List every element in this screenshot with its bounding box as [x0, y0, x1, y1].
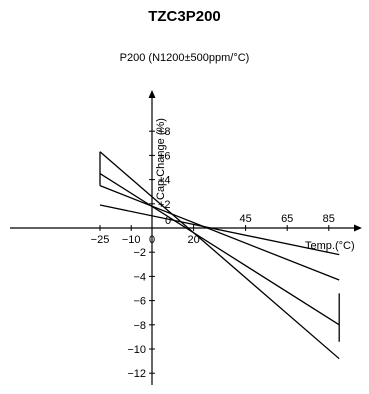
y-axis-label: Cap.Change (%) [155, 118, 167, 200]
y-tick-label: +8 [158, 126, 171, 138]
y-tick-label: −8 [133, 320, 146, 332]
x-tick-label: −25 [91, 234, 110, 246]
y-tick-label: −4 [133, 271, 146, 283]
y-tick-label: −2 [133, 247, 146, 259]
y-tick-label: −12 [127, 368, 146, 380]
series-line-2 [99, 173, 340, 326]
chart-subtitle: P200 (N1200±500ppm/°C) [119, 52, 250, 64]
y-tick-label: +4 [158, 175, 171, 187]
x-tick-label: 0 [149, 234, 155, 246]
series-line-1 [99, 151, 340, 360]
y-tick-label: −10 [127, 344, 146, 356]
x-zero-label: 0 [165, 215, 171, 227]
x-axis-arrow [354, 224, 362, 232]
chart-title: TZC3P200 [148, 8, 221, 25]
y-axis-arrow [148, 90, 156, 98]
x-tick-label: 20 [187, 234, 199, 246]
x-axis-label: Temp.(°C) [305, 240, 355, 252]
y-tick-label: −6 [133, 296, 146, 308]
series-line-4 [99, 204, 340, 256]
y-tick-label: +2 [158, 199, 171, 211]
x-tick-label: −10 [122, 234, 141, 246]
x-tick-label: 85 [323, 213, 335, 225]
series-line-3 [99, 185, 340, 281]
x-tick-label: 65 [281, 213, 293, 225]
x-tick-label: 45 [239, 213, 251, 225]
y-tick-label: +6 [158, 150, 171, 162]
